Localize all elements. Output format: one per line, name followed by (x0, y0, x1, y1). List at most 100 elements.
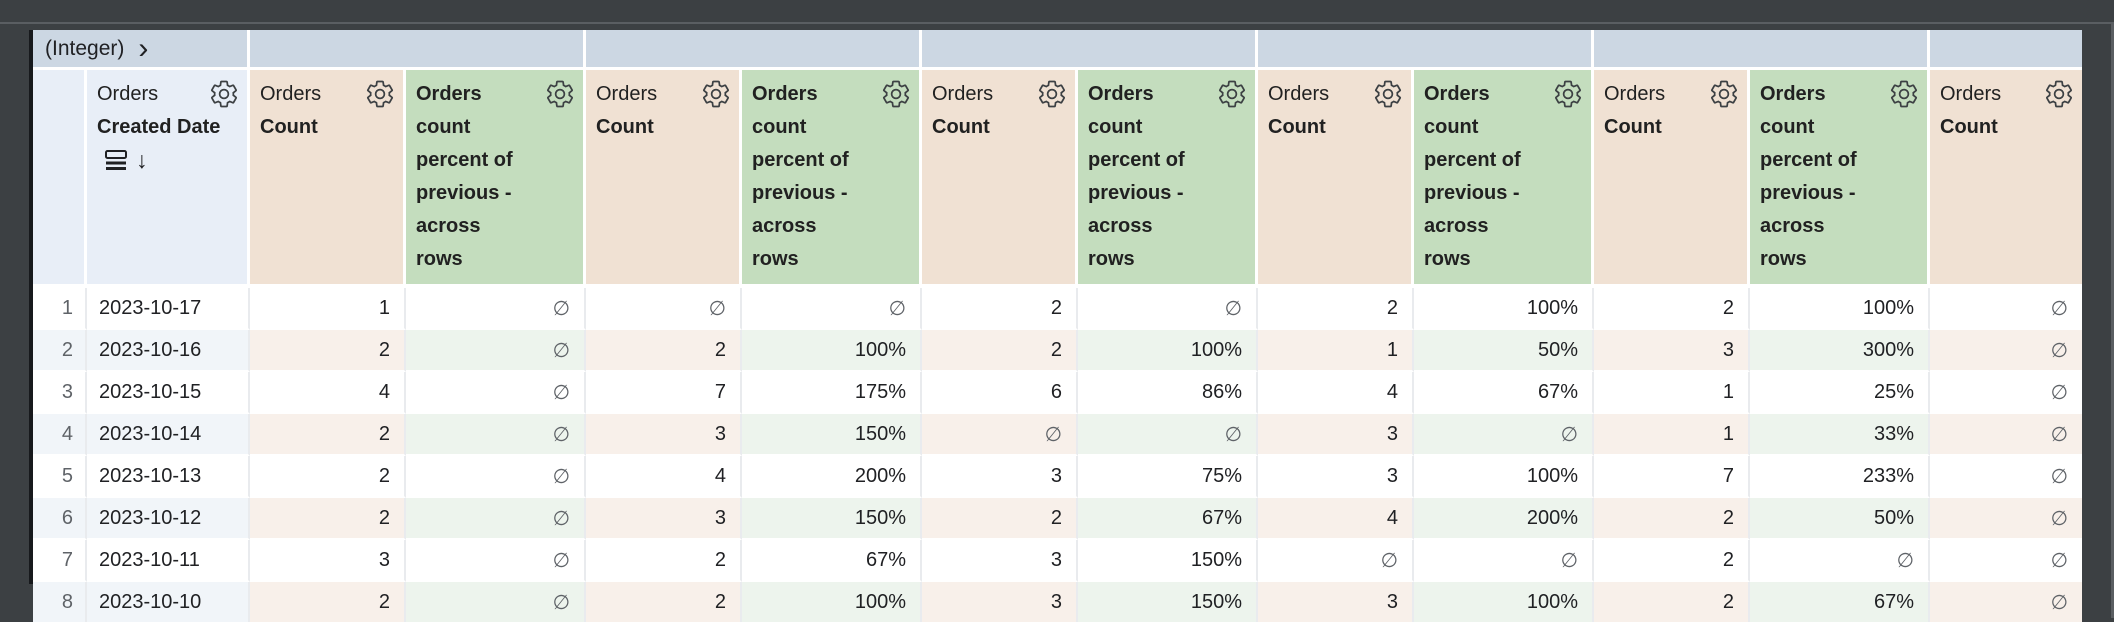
column-header-percent-of-previous[interactable]: Orders count percent of previous - acros… (1414, 70, 1594, 288)
cell-date[interactable]: 2023-10-10 (87, 582, 250, 622)
cell-count[interactable]: ∅ (1930, 456, 2082, 498)
cell-percent[interactable]: 100% (742, 330, 922, 372)
cell-count[interactable]: 7 (1594, 456, 1750, 498)
pivot-group-header[interactable] (1930, 30, 2082, 70)
cell-count[interactable]: 2 (250, 414, 406, 456)
cell-count[interactable]: 2 (922, 288, 1078, 330)
cell-date[interactable]: 2023-10-12 (87, 498, 250, 540)
pivot-group-header[interactable] (586, 30, 922, 70)
column-header-orders-count[interactable]: Orders Count (586, 70, 742, 288)
gear-icon[interactable] (1889, 79, 1919, 109)
cell-percent[interactable]: 86% (1078, 372, 1258, 414)
cell-percent[interactable]: ∅ (406, 414, 586, 456)
cell-percent[interactable]: 100% (1414, 288, 1594, 330)
cell-count[interactable]: 2 (1258, 288, 1414, 330)
column-header-orders-count[interactable]: Orders Count (250, 70, 406, 288)
cell-percent[interactable]: ∅ (1078, 288, 1258, 330)
gear-icon[interactable] (881, 79, 911, 109)
cell-count[interactable]: 2 (1594, 582, 1750, 622)
cell-count[interactable]: 3 (1258, 456, 1414, 498)
cell-count[interactable]: ∅ (1930, 498, 2082, 540)
gear-icon[interactable] (365, 79, 395, 109)
column-header-percent-of-previous[interactable]: Orders count percent of previous - acros… (406, 70, 586, 288)
pivot-group-header[interactable] (1258, 30, 1594, 70)
cell-count[interactable]: 2 (250, 456, 406, 498)
cell-percent[interactable]: ∅ (1750, 540, 1930, 582)
cell-percent[interactable]: 100% (1078, 330, 1258, 372)
cell-count[interactable]: 1 (1594, 414, 1750, 456)
cell-percent[interactable]: 75% (1078, 456, 1258, 498)
cell-percent[interactable]: 150% (742, 498, 922, 540)
cell-percent[interactable]: 50% (1414, 330, 1594, 372)
column-header-orders-count[interactable]: Orders Count (1258, 70, 1414, 288)
cell-count[interactable]: ∅ (1930, 330, 2082, 372)
cell-percent[interactable]: ∅ (1414, 414, 1594, 456)
cell-count[interactable]: 2 (1594, 288, 1750, 330)
cell-percent[interactable]: 233% (1750, 456, 1930, 498)
cell-percent[interactable]: 100% (1414, 456, 1594, 498)
cell-count[interactable]: ∅ (1258, 540, 1414, 582)
cell-count[interactable]: ∅ (1930, 288, 2082, 330)
column-header-orders-count[interactable]: Orders Count (922, 70, 1078, 288)
cell-percent[interactable]: ∅ (406, 330, 586, 372)
gear-icon[interactable] (1037, 79, 1067, 109)
cell-percent[interactable]: 50% (1750, 498, 1930, 540)
cell-percent[interactable]: 67% (1750, 582, 1930, 622)
cell-percent[interactable]: 100% (742, 582, 922, 622)
cell-percent[interactable]: 67% (1078, 498, 1258, 540)
cell-percent[interactable]: 67% (1414, 372, 1594, 414)
cell-percent[interactable]: ∅ (406, 582, 586, 622)
cell-count[interactable]: 1 (1594, 372, 1750, 414)
cell-count[interactable]: ∅ (1930, 414, 2082, 456)
chevron-right-icon[interactable]: › (138, 31, 149, 65)
cell-count[interactable]: 1 (1258, 330, 1414, 372)
cell-percent[interactable]: 100% (1750, 288, 1930, 330)
cell-count[interactable]: 2 (586, 330, 742, 372)
gear-icon[interactable] (1553, 79, 1583, 109)
cell-count[interactable]: 3 (1258, 582, 1414, 622)
cell-date[interactable]: 2023-10-17 (87, 288, 250, 330)
cell-percent[interactable]: ∅ (1414, 540, 1594, 582)
cell-percent[interactable]: 175% (742, 372, 922, 414)
cell-count[interactable]: 2 (586, 582, 742, 622)
cell-percent[interactable]: ∅ (406, 288, 586, 330)
cell-count[interactable]: 2 (250, 582, 406, 622)
cell-percent[interactable]: 33% (1750, 414, 1930, 456)
column-header-orders-count[interactable]: Orders Count (1594, 70, 1750, 288)
cell-percent[interactable]: 150% (742, 414, 922, 456)
gear-icon[interactable] (2044, 79, 2074, 109)
cell-count[interactable]: ∅ (586, 288, 742, 330)
cell-percent[interactable]: ∅ (406, 372, 586, 414)
pivot-group-header[interactable] (250, 30, 586, 70)
column-header-percent-of-previous[interactable]: Orders count percent of previous - acros… (1750, 70, 1930, 288)
cell-date[interactable]: 2023-10-11 (87, 540, 250, 582)
cell-percent[interactable]: ∅ (742, 288, 922, 330)
pivot-group-header[interactable] (1594, 30, 1930, 70)
cell-date[interactable]: 2023-10-16 (87, 330, 250, 372)
cell-percent[interactable]: 200% (742, 456, 922, 498)
cell-percent[interactable]: 150% (1078, 582, 1258, 622)
column-header-orders-count[interactable]: Orders Count (1930, 70, 2082, 288)
cell-count[interactable]: 3 (922, 456, 1078, 498)
column-header-orders-created-date[interactable]: Orders Created Date ↓ (87, 70, 250, 288)
cell-count[interactable]: 2 (922, 330, 1078, 372)
cell-count[interactable]: 2 (586, 540, 742, 582)
cell-count[interactable]: ∅ (1930, 540, 2082, 582)
cell-count[interactable]: 6 (922, 372, 1078, 414)
column-header-percent-of-previous[interactable]: Orders count percent of previous - acros… (742, 70, 922, 288)
gear-icon[interactable] (545, 79, 575, 109)
cell-count[interactable]: 4 (1258, 498, 1414, 540)
cell-percent[interactable]: ∅ (406, 498, 586, 540)
cell-count[interactable]: 2 (1594, 498, 1750, 540)
cell-count[interactable]: 4 (586, 456, 742, 498)
cell-count[interactable]: 2 (250, 330, 406, 372)
cell-percent[interactable]: 25% (1750, 372, 1930, 414)
gear-icon[interactable] (1373, 79, 1403, 109)
cell-count[interactable]: 2 (250, 498, 406, 540)
cell-percent[interactable]: ∅ (406, 540, 586, 582)
cell-count[interactable]: ∅ (1930, 582, 2082, 622)
cell-count[interactable]: 7 (586, 372, 742, 414)
gear-icon[interactable] (1217, 79, 1247, 109)
cell-percent[interactable]: 150% (1078, 540, 1258, 582)
cell-count[interactable]: 3 (586, 498, 742, 540)
